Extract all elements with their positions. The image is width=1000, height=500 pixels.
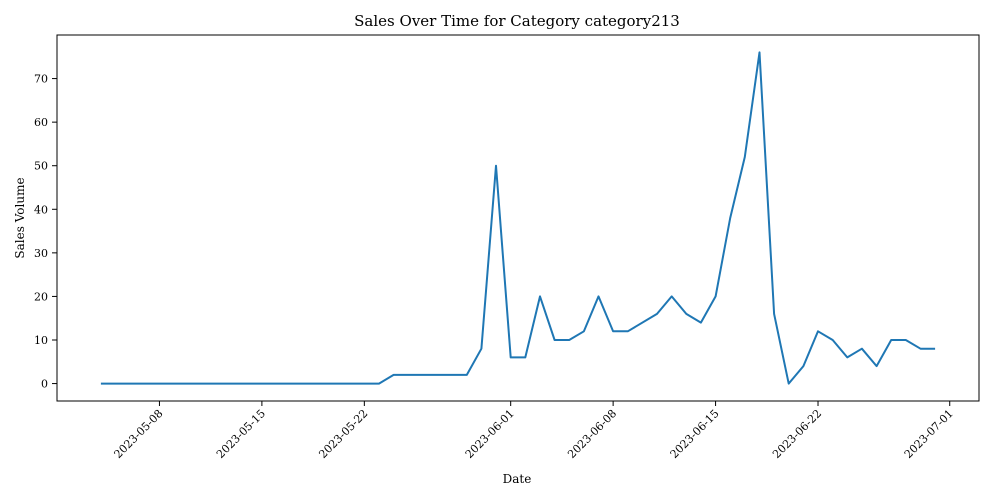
y-tick-label: 50 <box>34 160 48 173</box>
x-tick-label: 2023-06-08 <box>565 407 619 461</box>
x-tick-label: 2023-05-15 <box>214 407 268 461</box>
y-tick-label: 10 <box>34 334 48 347</box>
y-tick-label: 20 <box>34 290 48 303</box>
y-axis-label: Sales Volume <box>13 177 27 258</box>
x-axis-label: Date <box>503 472 532 486</box>
series-line <box>100 51 936 385</box>
y-tick-label: 60 <box>34 116 48 129</box>
x-tick-label: 2023-06-15 <box>668 407 722 461</box>
y-tick-label: 40 <box>34 203 48 216</box>
x-axis: 2023-05-08 2023-05-15 2023-05-22 2023-06-01… <box>112 401 956 461</box>
x-tick-label: 2023-05-22 <box>316 407 370 461</box>
x-tick-label: 2023-06-22 <box>770 407 824 461</box>
y-tick-label: 30 <box>34 247 48 260</box>
x-tick-label: 2023-05-08 <box>112 407 166 461</box>
y-tick-label: 0 <box>41 378 48 391</box>
x-tick-label: 2023-06-01 <box>463 407 517 461</box>
chart-title: Sales Over Time for Category category213 <box>354 12 680 30</box>
y-axis: 0 10 20 30 40 50 60 70 <box>34 73 57 391</box>
plot-frame <box>56 34 980 402</box>
x-tick-label: 2023-07-01 <box>902 407 956 461</box>
y-tick-label: 70 <box>34 73 48 86</box>
